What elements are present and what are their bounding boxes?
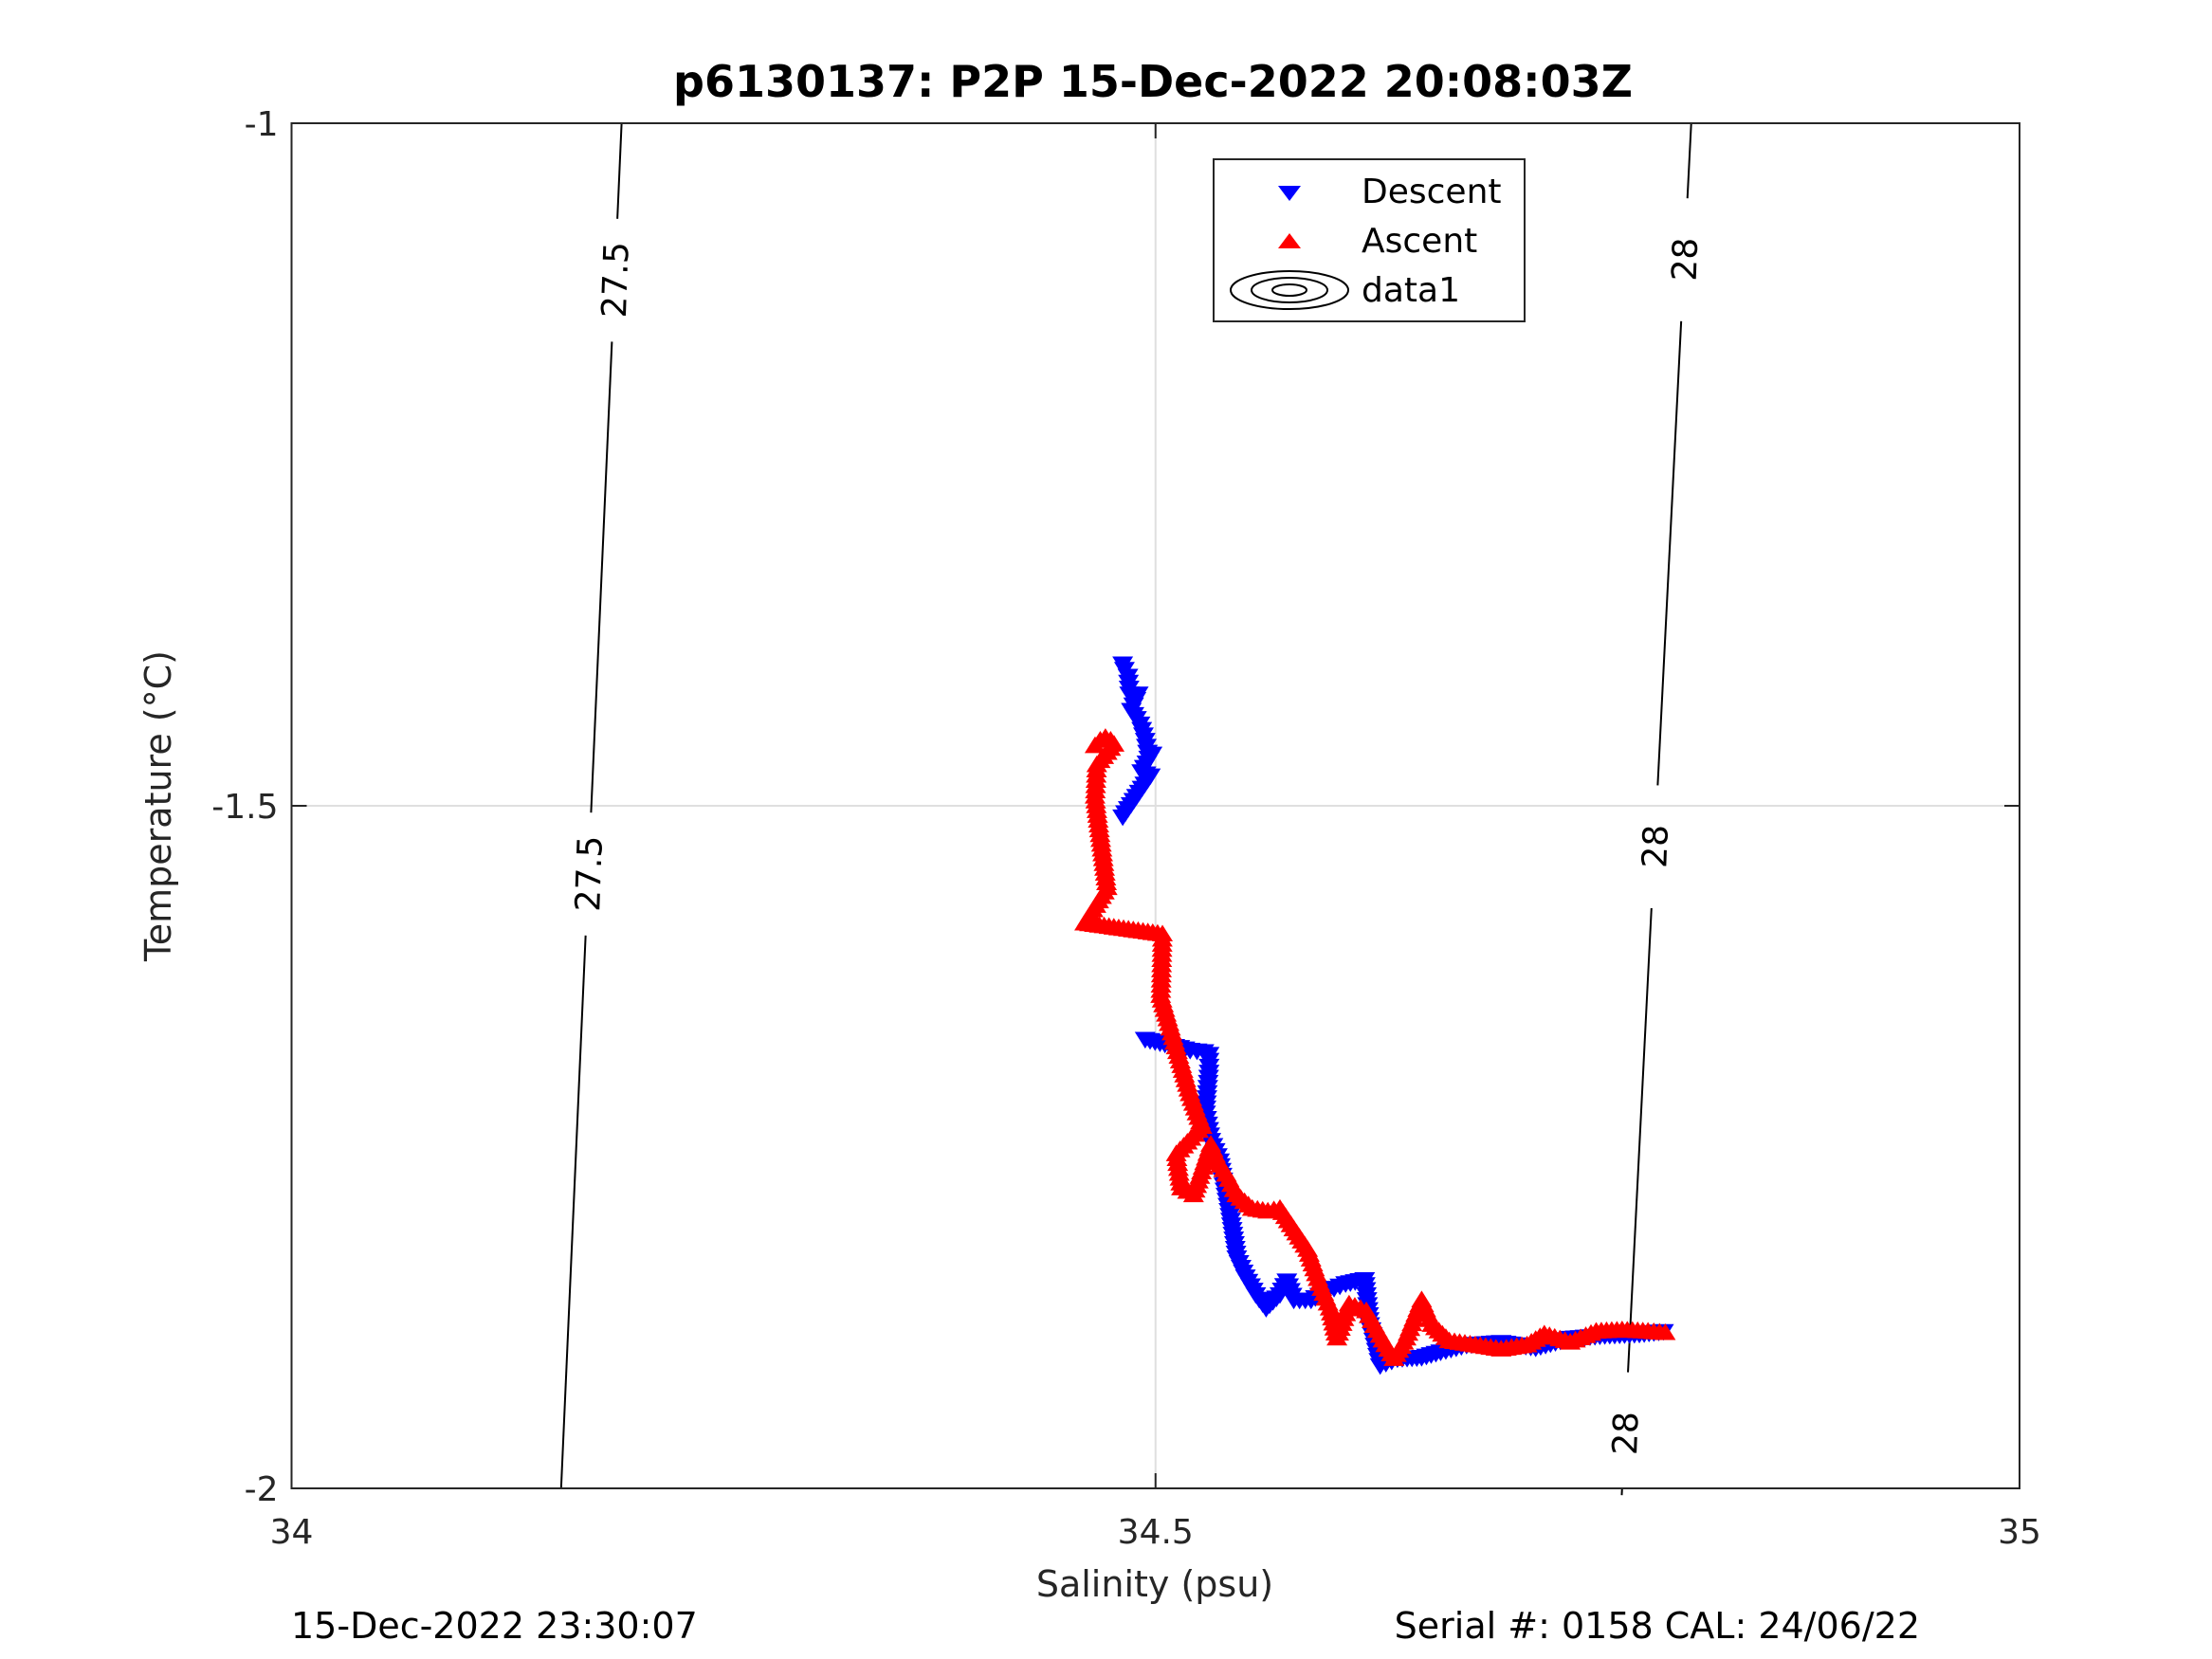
legend-descent-label: Descent [1362, 173, 1502, 211]
x-axis-label: Salinity (psu) [1036, 1563, 1273, 1605]
y-axis-label: Temperature (°C) [137, 650, 179, 962]
x-tick-label: 34.5 [1118, 1513, 1194, 1552]
x-tick-label: 34 [270, 1513, 314, 1552]
legend-box [1213, 158, 1526, 322]
x-tick-label: 35 [1998, 1513, 2041, 1552]
ascent-marker [1654, 1322, 1676, 1340]
isopycnal-label: 27.5 [595, 241, 637, 319]
isopycnal-contours: 27.5 27.5 28 28 28 [559, 122, 1707, 1496]
descent-marker [1112, 809, 1134, 827]
chart-title: p6130137: P2P 15-Dec-2022 20:08:03Z [673, 56, 1633, 107]
isopycnal-line-27.5 [590, 341, 613, 813]
isopycnal-label: 27.5 [569, 835, 611, 913]
isopycnal-line-28 [1627, 907, 1653, 1373]
axis-ticks: 34 34.5 35 -1 -1.5 -2 [211, 105, 2041, 1552]
legend-descent-marker-icon [1278, 186, 1301, 201]
isopycnal-label: 28 [1606, 1411, 1647, 1455]
footer-timestamp: 15-Dec-2022 23:30:07 [291, 1605, 698, 1647]
legend: Descent Ascent data1 [1213, 158, 1526, 322]
data-markers [1074, 656, 1676, 1376]
y-tick-label: -1.5 [211, 788, 278, 827]
isopycnal-line-27.5 [616, 122, 623, 219]
isopycnal-line-28 [1656, 320, 1683, 786]
isopycnal-label: 28 [1666, 237, 1707, 282]
y-tick-label: -1 [245, 105, 279, 144]
isopycnal-label: 28 [1636, 824, 1676, 868]
legend-ascent-label: Ascent [1362, 222, 1477, 261]
footer-serial-cal: Serial #: 0158 CAL: 24/06/22 [1395, 1605, 1920, 1647]
y-tick-label: -2 [245, 1470, 279, 1509]
legend-data1-label: data1 [1362, 271, 1460, 310]
isopycnal-line-28 [1686, 122, 1692, 199]
legend-contour-icon [1230, 270, 1349, 310]
isopycnal-line-27.5 [559, 935, 587, 1489]
legend-ascent-marker-icon [1278, 233, 1301, 248]
